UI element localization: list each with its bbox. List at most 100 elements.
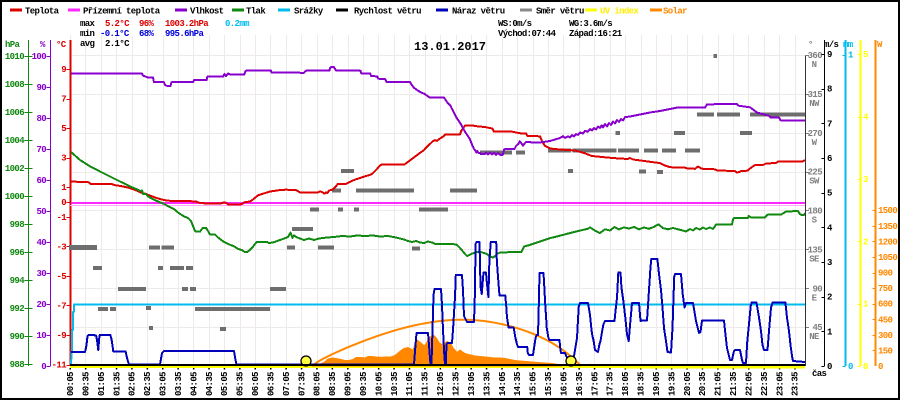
svg-text:10:35: 10:35	[390, 372, 400, 396]
svg-text:1003.2hPa: 1003.2hPa	[165, 19, 209, 29]
svg-text:W: W	[877, 40, 883, 50]
svg-text:1: 1	[827, 327, 833, 337]
svg-text:S: S	[812, 216, 818, 226]
svg-text:3: 3	[863, 175, 868, 185]
svg-text:UV index: UV index	[600, 7, 639, 17]
svg-text:1350: 1350	[878, 222, 897, 232]
svg-text:30: 30	[36, 269, 46, 279]
svg-text:-7: -7	[56, 301, 66, 311]
svg-text:2: 2	[827, 293, 832, 303]
svg-text:0: 0	[848, 362, 853, 372]
svg-text:1006: 1006	[5, 108, 24, 118]
svg-text:10:05: 10:05	[374, 372, 384, 396]
svg-text:16:05: 16:05	[559, 372, 569, 396]
svg-text:Tlak: Tlak	[246, 7, 266, 17]
svg-text:Srážky: Srážky	[294, 7, 324, 17]
svg-text:05:35: 05:35	[236, 372, 246, 396]
svg-text:00:05: 00:05	[66, 372, 76, 396]
svg-text:1: 1	[863, 300, 869, 310]
svg-text:9: 9	[827, 50, 832, 60]
svg-text:20:35: 20:35	[698, 372, 708, 396]
svg-text:315: 315	[808, 90, 823, 100]
svg-text:5.2°C: 5.2°C	[105, 19, 130, 29]
svg-text:00:35: 00:35	[81, 372, 91, 396]
svg-text:06:05: 06:05	[251, 372, 261, 396]
svg-text:m/s: m/s	[824, 40, 839, 50]
svg-text:96%: 96%	[139, 19, 155, 29]
svg-text:N: N	[812, 60, 817, 70]
svg-text:0.2mm: 0.2mm	[225, 19, 250, 29]
svg-text:09:35: 09:35	[359, 372, 369, 396]
svg-text:90: 90	[36, 83, 46, 93]
svg-text:7: 7	[827, 119, 832, 129]
svg-text:40: 40	[36, 238, 46, 248]
svg-text:996: 996	[10, 248, 25, 258]
svg-text:13:05: 13:05	[467, 372, 477, 396]
svg-text:WG:3.6m/s: WG:3.6m/s	[569, 19, 612, 29]
svg-text:°: °	[808, 40, 813, 50]
svg-text:10: 10	[36, 331, 46, 341]
svg-text:-3: -3	[56, 242, 66, 252]
svg-text:01:35: 01:35	[112, 372, 122, 396]
svg-text:Teplota: Teplota	[25, 7, 60, 17]
svg-text:Rychlost větru: Rychlost větru	[354, 7, 421, 17]
svg-text:22:05: 22:05	[744, 372, 754, 396]
svg-text:max: max	[80, 19, 96, 29]
svg-text:50: 50	[36, 207, 46, 217]
svg-text:NE: NE	[809, 332, 820, 342]
svg-text:135: 135	[808, 245, 823, 255]
svg-text:1: 1	[848, 51, 854, 61]
svg-text:23:05: 23:05	[775, 372, 785, 396]
svg-text:11:35: 11:35	[421, 372, 431, 396]
svg-text:16:35: 16:35	[575, 372, 585, 396]
svg-text:60: 60	[36, 176, 46, 186]
svg-text:03:05: 03:05	[159, 372, 169, 396]
svg-text:3: 3	[827, 258, 832, 268]
svg-text:4: 4	[863, 113, 869, 123]
svg-text:Přízemní teplota: Přízemní teplota	[83, 7, 161, 17]
svg-text:1000: 1000	[5, 192, 24, 202]
svg-text:1010: 1010	[5, 52, 24, 62]
svg-text:07:35: 07:35	[297, 372, 307, 396]
svg-text:1500: 1500	[878, 206, 897, 216]
svg-text:-11: -11	[52, 361, 68, 371]
svg-text:WS:0m/s: WS:0m/s	[498, 19, 532, 29]
svg-text:5: 5	[863, 50, 868, 60]
svg-text:1002: 1002	[5, 164, 24, 174]
svg-text:4: 4	[827, 223, 833, 233]
svg-text:17:35: 17:35	[606, 372, 616, 396]
svg-text:Směr větru: Směr větru	[536, 7, 584, 17]
svg-text:14:35: 14:35	[513, 372, 523, 396]
svg-text:0: 0	[61, 198, 66, 208]
svg-text:hPa: hPa	[5, 40, 21, 50]
svg-text:13.01.2017: 13.01.2017	[414, 40, 486, 54]
svg-text:0: 0	[41, 362, 46, 372]
svg-text:02:05: 02:05	[128, 372, 138, 396]
svg-text:995.6hPa: 995.6hPa	[165, 29, 204, 39]
svg-text:avg: avg	[80, 39, 95, 49]
svg-text:12:05: 12:05	[436, 372, 446, 396]
svg-text:5: 5	[827, 189, 832, 199]
svg-text:07:05: 07:05	[282, 372, 292, 396]
svg-text:mm: mm	[843, 40, 854, 50]
svg-text:15:35: 15:35	[544, 372, 554, 396]
svg-text:68%: 68%	[139, 29, 155, 39]
svg-text:19:35: 19:35	[667, 372, 677, 396]
svg-text:100: 100	[32, 52, 47, 62]
svg-text:23:35: 23:35	[791, 372, 801, 396]
svg-text:8: 8	[827, 85, 832, 95]
svg-text:600: 600	[878, 300, 893, 310]
svg-text:990: 990	[10, 332, 25, 342]
svg-text:04:35: 04:35	[205, 372, 215, 396]
svg-text:90: 90	[812, 284, 822, 294]
svg-text:Náraz větru: Náraz větru	[452, 7, 505, 17]
svg-text:1004: 1004	[5, 136, 25, 146]
svg-text:13:35: 13:35	[482, 372, 492, 396]
svg-text:Vlhkost: Vlhkost	[190, 7, 224, 17]
svg-text:2.1°C: 2.1°C	[105, 39, 130, 49]
svg-text:06:35: 06:35	[266, 372, 276, 396]
svg-text:21:35: 21:35	[729, 372, 739, 396]
svg-text:300: 300	[878, 331, 893, 341]
svg-text:-0.1°C: -0.1°C	[100, 29, 130, 39]
svg-text:-9: -9	[56, 331, 66, 341]
